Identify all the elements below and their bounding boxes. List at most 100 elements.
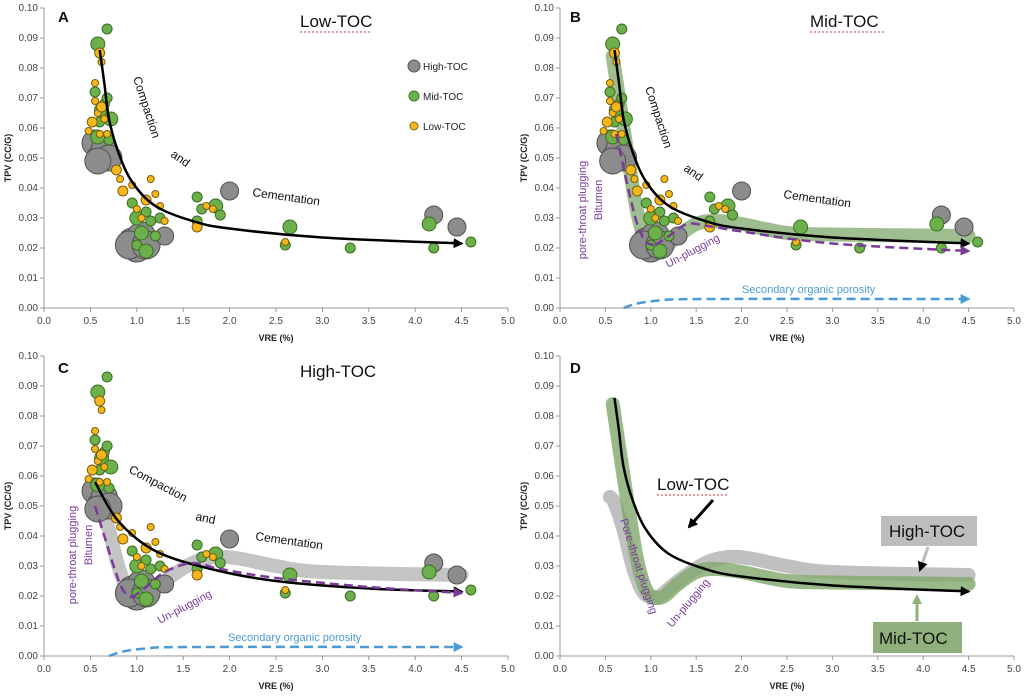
low-toc-point bbox=[605, 79, 614, 87]
mid-toc-point bbox=[972, 236, 984, 248]
mid-toc-point bbox=[214, 209, 226, 221]
y-tick-label: 0.04 bbox=[535, 183, 555, 194]
low-toc-point bbox=[160, 217, 169, 225]
low-toc-point bbox=[601, 116, 613, 128]
x-tick-label: 1.5 bbox=[689, 664, 703, 675]
mid-toc-point bbox=[344, 242, 356, 254]
unplugging-path bbox=[131, 561, 464, 599]
mid-toc-point bbox=[704, 191, 716, 203]
low-toc-point bbox=[208, 205, 217, 213]
low-toc-point bbox=[281, 238, 290, 246]
axes-b: 0.0 0.5 1.0 1.5 2.0 2.5 3.0 3.5 4.0 4.5 5.0 0.00 0.0… bbox=[519, 3, 1021, 343]
y-tick-label: 0.10 bbox=[19, 351, 39, 362]
low-toc-point bbox=[110, 164, 122, 176]
mid-toc-point bbox=[89, 86, 101, 98]
low-toc-point bbox=[651, 214, 660, 222]
y-tick-label: 0.01 bbox=[19, 621, 39, 632]
high-toc-point bbox=[84, 495, 112, 523]
x-tick-label: 3.5 bbox=[871, 316, 885, 327]
label-high-toc-d: High-TOC bbox=[889, 522, 965, 541]
low-toc-point bbox=[91, 445, 100, 453]
x-tick-label: 3.0 bbox=[825, 316, 839, 327]
x-tick-label: 2.0 bbox=[223, 664, 237, 675]
mid-toc-point bbox=[138, 591, 154, 607]
y-tick-label: 0.09 bbox=[19, 381, 39, 392]
y-tick-label: 0.05 bbox=[19, 153, 39, 164]
low-toc-point bbox=[610, 101, 622, 113]
low-toc-point bbox=[721, 205, 730, 213]
mid-toc-point bbox=[145, 563, 157, 575]
panel-a: 0.0 0.5 1.0 1.5 2.0 2.5 3.0 3.5 4.0 4.5 5.0 0.00 0.0… bbox=[3, 3, 515, 343]
low-toc-point bbox=[630, 175, 639, 183]
x-tick-label: 2.5 bbox=[780, 664, 794, 675]
low-toc-point bbox=[86, 116, 98, 128]
y-tick-label: 0.03 bbox=[535, 213, 555, 224]
low-toc-point bbox=[103, 130, 112, 138]
lines-b bbox=[613, 49, 971, 310]
x-tick-label: 2.5 bbox=[780, 316, 794, 327]
annot-bitumen-c: Bitumen bbox=[83, 525, 95, 565]
mid-toc-point bbox=[793, 219, 809, 235]
points-b bbox=[596, 23, 984, 263]
low-toc-point bbox=[91, 79, 100, 87]
legend-marker-low bbox=[409, 121, 419, 131]
x-tick-label: 4.0 bbox=[916, 316, 930, 327]
legend-marker-mid bbox=[408, 90, 420, 102]
y-tick-label: 0.07 bbox=[535, 93, 555, 104]
y-axis-title: TPV (CC/G) bbox=[519, 482, 529, 531]
mid-toc-point bbox=[421, 564, 437, 580]
annot-and-b: and bbox=[681, 161, 705, 184]
y-tick-label: 0.02 bbox=[19, 591, 39, 602]
x-tick-label: 2.0 bbox=[735, 316, 749, 327]
x-tick-label: 4.0 bbox=[408, 316, 422, 327]
x-tick-label: 0.5 bbox=[83, 664, 97, 675]
low-toc-point bbox=[617, 130, 626, 138]
low-toc-point bbox=[615, 115, 624, 123]
low-toc-point bbox=[202, 202, 211, 210]
y-tick-label: 0.09 bbox=[19, 33, 39, 44]
y-tick-label: 0.08 bbox=[19, 63, 39, 74]
label-mid-toc-d: Mid-TOC bbox=[879, 629, 948, 648]
low-toc-compaction-curve bbox=[613, 397, 971, 597]
mid-toc-point bbox=[149, 230, 161, 242]
unplugging-path bbox=[654, 222, 971, 256]
y-tick-label: 0.04 bbox=[19, 183, 39, 194]
mid-toc-point bbox=[658, 215, 670, 227]
mid-toc-point bbox=[727, 209, 739, 221]
lines-c bbox=[93, 481, 464, 658]
panel-d: 0.0 0.5 1.0 1.5 2.0 2.5 3.0 3.5 4.0 4.5 5.0 0.00 0.0… bbox=[519, 351, 1021, 691]
y-axis-title: TPV (CC/G) bbox=[3, 482, 13, 531]
panel-title-c: High-TOC bbox=[300, 362, 376, 381]
y-tick-label: 0.02 bbox=[535, 591, 555, 602]
legend-marker-high bbox=[407, 59, 421, 73]
x-tick-label: 2.5 bbox=[269, 316, 283, 327]
low-toc-point bbox=[660, 175, 669, 183]
y-tick-label: 0.03 bbox=[19, 561, 39, 572]
mid-toc-point bbox=[191, 539, 203, 551]
annot-cementation-a: Cementation bbox=[252, 185, 321, 208]
y-tick-label: 0.01 bbox=[535, 621, 555, 632]
y-tick-label: 0.07 bbox=[19, 441, 39, 452]
y-tick-label: 0.06 bbox=[19, 471, 39, 482]
mid-toc-point bbox=[133, 573, 149, 589]
low-toc-point bbox=[137, 214, 146, 222]
low-toc-point bbox=[84, 475, 93, 483]
x-tick-label: 4.0 bbox=[408, 664, 422, 675]
panel-title-a: Low-TOC bbox=[300, 12, 372, 31]
y-tick-label: 0.05 bbox=[535, 501, 555, 512]
y-axis-title: TPV (CC/G) bbox=[519, 134, 529, 183]
low-toc-point bbox=[103, 478, 112, 486]
mid-toc-point bbox=[214, 557, 226, 569]
x-tick-label: 0.0 bbox=[553, 664, 567, 675]
annot-compaction-a: Compaction bbox=[130, 75, 163, 140]
x-tick-label: 0.5 bbox=[598, 664, 612, 675]
x-axis-title: VRE (%) bbox=[769, 333, 804, 343]
mid-toc-point bbox=[145, 215, 157, 227]
x-tick-label: 0.0 bbox=[37, 316, 51, 327]
low-toc-point bbox=[97, 406, 106, 414]
low-toc-point bbox=[664, 190, 673, 198]
x-tick-label: 0.0 bbox=[553, 316, 567, 327]
x-tick-label: 4.5 bbox=[962, 664, 976, 675]
y-tick-label: 0.05 bbox=[19, 501, 39, 512]
